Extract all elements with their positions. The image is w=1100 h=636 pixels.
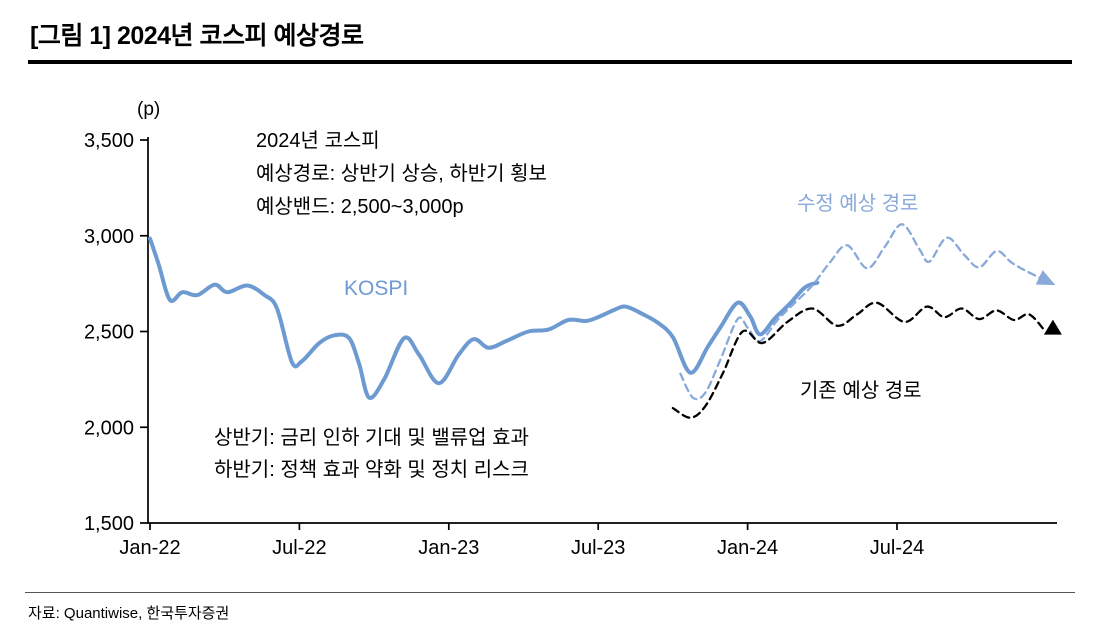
svg-text:2,500: 2,500 bbox=[84, 322, 134, 344]
half-year-note-line2: 하반기: 정책 효과 약화 및 정치 리스크 bbox=[214, 459, 529, 481]
forecast-summary-line2: 예상경로: 상반기 상승, 하반기 횡보 bbox=[256, 163, 547, 185]
forecast-summary-line1: 2024년 코스피 bbox=[256, 130, 380, 152]
original-path-label: 기존 예상 경로 bbox=[800, 380, 922, 402]
title-divider bbox=[28, 60, 1072, 64]
chart-canvas: 1,500 2,000 2,500 3,000 3,500 Jan-22 Jul-22 Jan… bbox=[84, 130, 1062, 559]
forecast-summary-line3: 예상밴드: 2,500~3,000p bbox=[256, 196, 464, 218]
svg-text:Jul-22: Jul-22 bbox=[272, 537, 326, 559]
y-axis-unit-label: (p) bbox=[137, 99, 161, 120]
kospi-series-label: KOSPI bbox=[344, 277, 409, 300]
svg-text:2,000: 2,000 bbox=[84, 417, 134, 439]
half-year-note-line1: 상반기: 금리 인하 기대 및 밸류업 효과 bbox=[214, 427, 529, 449]
forecast-summary-annotation: 2024년 코스피 예상경로: 상반기 상승, 하반기 횡보 예상밴드: 2,5… bbox=[256, 125, 547, 224]
figure-title: [그림 1] 2024년 코스피 예상경로 bbox=[30, 22, 364, 50]
svg-text:Jul-24: Jul-24 bbox=[870, 537, 924, 559]
svg-text:3,000: 3,000 bbox=[84, 226, 134, 248]
svg-text:1,500: 1,500 bbox=[84, 513, 134, 535]
revised-path-label: 수정 예상 경로 bbox=[797, 193, 919, 215]
svg-text:Jul-23: Jul-23 bbox=[571, 537, 625, 559]
svg-text:Jan-24: Jan-24 bbox=[717, 537, 778, 559]
footer-divider bbox=[25, 592, 1075, 593]
source-note: 자료: Quantiwise, 한국투자증권 bbox=[28, 605, 230, 622]
half-year-note-annotation: 상반기: 금리 인하 기대 및 밸류업 효과 하반기: 정책 효과 약화 및 정… bbox=[214, 422, 529, 486]
svg-text:Jan-22: Jan-22 bbox=[119, 537, 180, 559]
svg-text:Jan-23: Jan-23 bbox=[418, 537, 479, 559]
svg-text:3,500: 3,500 bbox=[84, 130, 134, 152]
